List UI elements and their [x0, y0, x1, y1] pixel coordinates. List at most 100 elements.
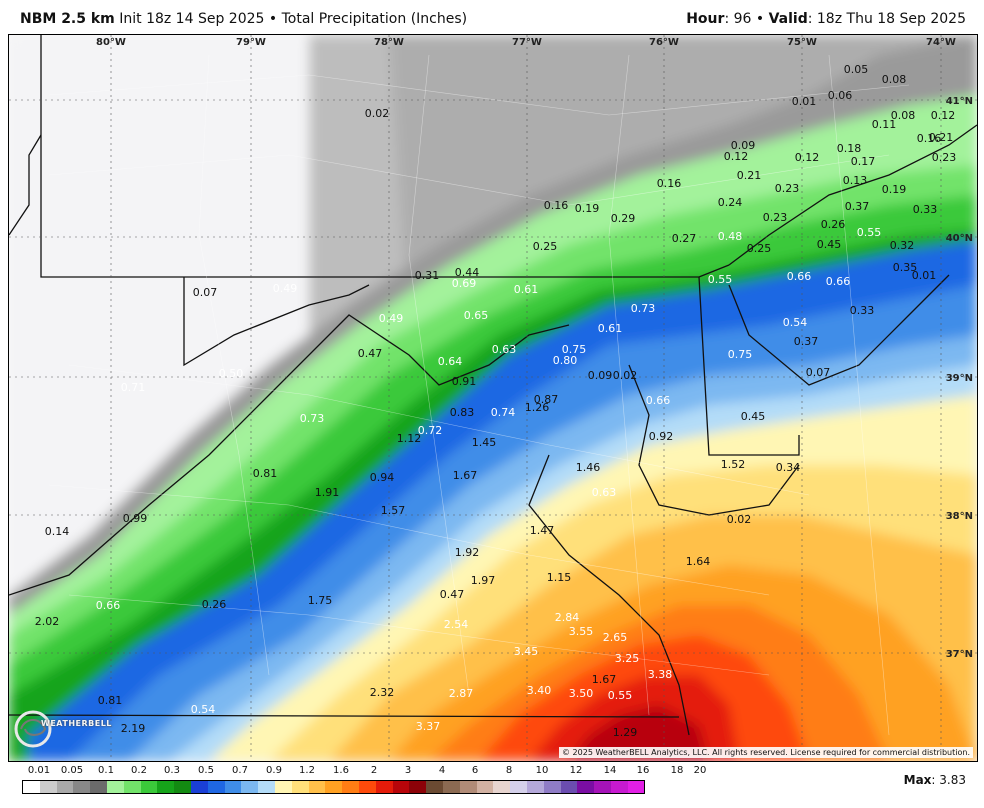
- point-value: 1.91: [315, 486, 340, 499]
- scale-swatch: [73, 781, 91, 793]
- graticule: [9, 35, 977, 761]
- point-value: 0.23: [775, 182, 800, 195]
- point-value: 0.37: [845, 200, 870, 213]
- scale-swatch: [392, 781, 410, 793]
- point-value: 0.02: [365, 107, 390, 120]
- scale-swatch: [526, 781, 544, 793]
- point-value: 0.16: [544, 199, 569, 212]
- point-value: 1.75: [308, 594, 333, 607]
- point-value: 0.69: [452, 277, 477, 290]
- point-value: 0.25: [747, 242, 772, 255]
- scale-tick-label: 0.2: [131, 765, 147, 776]
- scale-tick-label: 2: [370, 765, 378, 776]
- point-value: 0.54: [783, 316, 808, 329]
- point-value: 0.45: [741, 410, 766, 423]
- longitude-label: 76°W: [649, 37, 679, 48]
- scale-tick-label: 0.7: [232, 765, 248, 776]
- scale-swatch: [308, 781, 326, 793]
- point-value: 0.01: [792, 95, 817, 108]
- scale-tick-label: 6: [471, 765, 479, 776]
- scale-swatch: [106, 781, 124, 793]
- logo-swirl-icon: [14, 710, 52, 748]
- point-value: 0.34: [776, 461, 801, 474]
- scale-swatch: [493, 781, 511, 793]
- valid-label: Valid: [768, 11, 808, 27]
- scale-tick-label: 0.5: [198, 765, 214, 776]
- latitude-label: 41°N: [946, 96, 973, 107]
- point-value: 0.19: [575, 202, 600, 215]
- weatherbell-logo: WEATHERBELL: [13, 707, 111, 751]
- point-value: 0.01: [912, 269, 937, 282]
- point-value: 0.99: [123, 512, 148, 525]
- point-value: 0.54: [191, 703, 216, 716]
- latitude-label: 38°N: [946, 511, 973, 522]
- scale-swatch: [258, 781, 275, 793]
- point-value: 0.07: [806, 366, 831, 379]
- point-value: 0.75: [728, 348, 753, 361]
- scale-swatch: [241, 781, 259, 793]
- scale-swatch: [174, 781, 191, 793]
- point-value: 0.47: [358, 347, 383, 360]
- scale-tick-label: 8: [505, 765, 513, 776]
- point-value: 1.45: [472, 436, 497, 449]
- point-value: 0.17: [851, 155, 876, 168]
- longitude-label: 75°W: [787, 37, 817, 48]
- point-value: 2.32: [370, 686, 395, 699]
- latitude-labels: 41°N 40°N 39°N 38°N 37°N: [946, 96, 973, 660]
- point-value: 0.23: [932, 151, 957, 164]
- max-value-readout: Max: 3.83: [904, 773, 966, 787]
- scale-tick-label: 0.01: [27, 765, 51, 776]
- point-value: 0.61: [598, 322, 623, 335]
- point-value: 2.65: [603, 631, 628, 644]
- point-value: 0.24: [718, 196, 743, 209]
- latitude-label: 39°N: [946, 373, 973, 384]
- scale-swatch: [325, 781, 343, 793]
- point-value: 0.91: [452, 375, 477, 388]
- longitude-label: 78°W: [374, 37, 404, 48]
- point-value: 2.19: [121, 722, 146, 735]
- point-value: 0.09: [588, 369, 613, 382]
- point-value: 0.73: [631, 302, 656, 315]
- point-value-labels: 0.050.080.01 0.060.120.080.110.020.090.12…: [35, 63, 957, 739]
- scale-swatch: [560, 781, 578, 793]
- point-value: 3.50: [569, 687, 594, 700]
- hour-label: Hour: [686, 11, 725, 27]
- scale-tick-label: 0.9: [266, 765, 282, 776]
- scale-swatch: [23, 781, 40, 793]
- map-canvas: 80°W 79°W 78°W 77°W 76°W 75°W 74°W 41°N 40°N 39°…: [9, 35, 977, 761]
- precipitation-map[interactable]: 80°W 79°W 78°W 77°W 76°W 75°W 74°W 41°N 40°N 39°…: [8, 34, 978, 762]
- point-value: 0.33: [913, 203, 938, 216]
- scale-tick-label: 10: [535, 765, 549, 776]
- point-value: 0.83: [450, 406, 475, 419]
- scale-tick-label: 0.05: [60, 765, 84, 776]
- point-value: 0.13: [843, 174, 868, 187]
- scale-swatch: [442, 781, 460, 793]
- point-value: 0.55: [608, 689, 633, 702]
- scale-swatch: [375, 781, 393, 793]
- model-name: NBM 2.5 km: [20, 11, 115, 27]
- point-value: 1.67: [592, 673, 617, 686]
- point-value: 3.38: [648, 668, 673, 681]
- point-value: 3.40: [527, 684, 552, 697]
- header-valid-time: Hour: 96 • Valid: 18z Thu 18 Sep 2025: [686, 11, 966, 27]
- longitude-label: 77°W: [512, 37, 542, 48]
- point-value: 1.92: [455, 546, 480, 559]
- scale-tick-label: 14: [603, 765, 617, 776]
- longitude-label: 80°W: [96, 37, 126, 48]
- point-value: 0.25: [533, 240, 558, 253]
- point-value: 0.66: [96, 599, 121, 612]
- point-value: 0.08: [882, 73, 907, 86]
- point-value: 0.64: [438, 355, 463, 368]
- point-value: 0.31: [415, 269, 440, 282]
- scale-swatch: [577, 781, 595, 793]
- point-value: 0.09: [731, 139, 756, 152]
- point-value: 0.50: [219, 367, 244, 380]
- point-value: 0.73: [300, 412, 325, 425]
- point-value: 0.48: [718, 230, 743, 243]
- point-value: 0.19: [882, 183, 907, 196]
- scale-tick-label: 3: [404, 765, 412, 776]
- point-value: 2.87: [449, 687, 474, 700]
- point-value: 0.26: [821, 218, 846, 231]
- point-value: 0.32: [890, 239, 915, 252]
- point-value: 1.26: [525, 401, 550, 414]
